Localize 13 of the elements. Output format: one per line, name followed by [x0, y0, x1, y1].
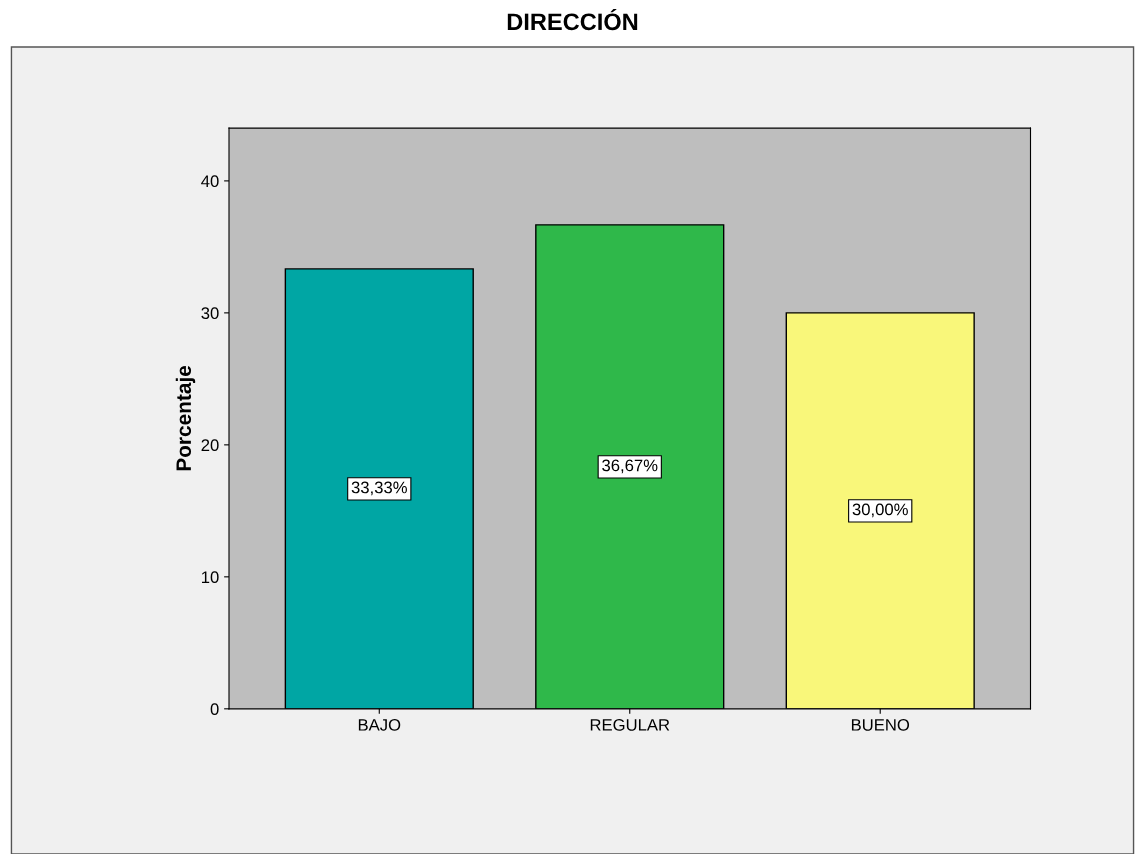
data-label: 30,00%	[852, 503, 908, 518]
chart-title: DIRECCIÓN	[507, 9, 638, 31]
data-label: 36,67%	[602, 459, 658, 474]
data-label: 33,33%	[351, 481, 407, 496]
x-tick-label: REGULAR	[590, 718, 670, 731]
y-tick-label: 0	[210, 703, 219, 716]
x-tick-label: BUENO	[851, 718, 910, 731]
y-tick-label: 20	[201, 439, 219, 452]
y-tick-label: 10	[202, 571, 219, 584]
x-tick-label: BAJO	[358, 718, 401, 731]
y-tick-label: 40	[201, 175, 219, 188]
y-tick-label: 30	[201, 307, 219, 320]
y-axis-title: Porcentaje	[175, 365, 196, 471]
